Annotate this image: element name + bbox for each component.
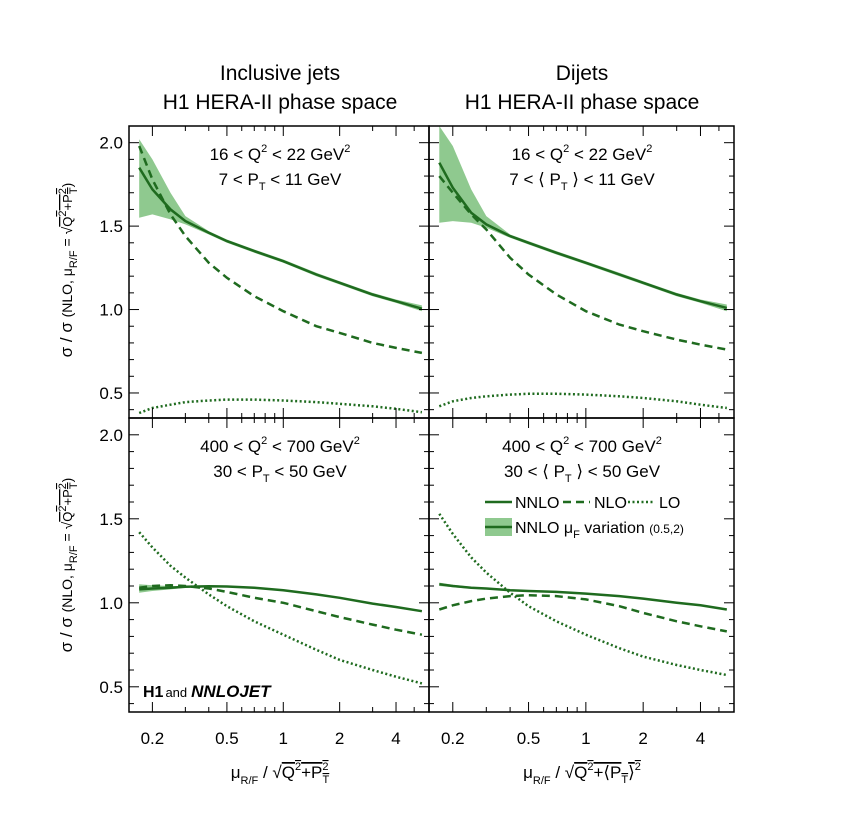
panel-bottom-right-plot — [438, 513, 728, 677]
lo-line-top-right — [438, 392, 727, 410]
nnlo-band-bottom-left — [139, 584, 422, 612]
annot-tl-1: 16 < Q2 < 22 GeV2 — [210, 143, 351, 164]
y-tick-label: 2.0 — [99, 134, 123, 153]
svg-text:σ / σ (NLO, μR/F = √Q2+P2T): σ / σ (NLO, μR/F = √Q2+P2T) — [57, 478, 80, 653]
x-axis-label-left: μR/F / √Q2+P2 T — [231, 761, 330, 787]
panel-top-left-plot — [138, 139, 423, 415]
lo-line-bottom-right — [438, 513, 728, 677]
logo-and: and — [165, 685, 187, 700]
logo-text: H1 and NNLOJET — [143, 682, 272, 701]
nnlo-line-top-right — [438, 162, 728, 310]
panel-bottom-left-plot — [138, 531, 423, 685]
nnlo-band-bottom-right — [439, 582, 727, 610]
nnlo-line-bottom-right — [439, 583, 727, 611]
x-tick-label: 0.5 — [517, 729, 541, 748]
y-tick-label: 1.0 — [99, 301, 123, 320]
y-tick-label: 0.5 — [99, 384, 123, 403]
legend: NNLO NLO LO NNLO μF variation (0.5,2) — [485, 495, 684, 541]
annot-bl-2: 30 < PT < 50 GeV — [213, 462, 347, 485]
col-title-left-line2: H1 HERA-II phase space — [163, 91, 398, 114]
x-axis-label-right: μR/F / √Q2+⟨PT⟩2 — [523, 761, 641, 787]
y-tick-label: 2.0 — [99, 426, 123, 445]
x-tick-label: 4 — [696, 729, 705, 748]
y-axis-label-bottom: σ / σ (NLO, μR/F = √Q2+P2T) — [57, 478, 80, 653]
annot-br-2: 30 < ⟨ PT ⟩ < 50 GeV — [504, 462, 661, 485]
y-tick-label: 1.5 — [99, 510, 123, 529]
svg-text:σ / σ (NLO, μR/F = √Q2+P2T): σ / σ (NLO, μR/F = √Q2+P2T) — [57, 183, 80, 358]
annot-tl-2: 7 < PT < 11 GeV — [219, 170, 342, 193]
annot-br-1: 400 < Q2 < 700 GeV2 — [502, 435, 662, 456]
annot-tr-1: 16 < Q2 < 22 GeV2 — [512, 143, 653, 164]
nnlo-line-bottom-left — [139, 585, 423, 613]
panel-frames: 0.5 1.0 1.5 2.0 0.5 1.0 1.5 2.0 0.2 0.5 1 2 4 0.2 0.5 1… — [99, 125, 735, 748]
x-tick-label: 4 — [391, 729, 400, 748]
nlo-line-bottom-right — [438, 593, 728, 633]
legend-band-range: (0.5,2) — [649, 522, 684, 536]
lo-line-top-left — [138, 398, 423, 415]
logo: H1 and NNLOJET — [143, 682, 272, 701]
col-title-right-line1: Dijets — [556, 62, 609, 85]
col-title-left-line1: Inclusive jets — [220, 62, 340, 85]
x-tick-label: 2 — [638, 729, 647, 748]
nlo-line-bottom-left — [139, 583, 423, 636]
y-tick-label: 0.5 — [99, 678, 123, 697]
legend-nlo-label: NLO — [594, 495, 627, 512]
y-tick-label: 1.5 — [99, 217, 123, 236]
col-title-right-line2: H1 HERA-II phase space — [465, 91, 700, 114]
nnlo-band-top-left — [139, 139, 422, 312]
logo-h1: H1 — [143, 684, 164, 701]
x-tick-label: 2 — [335, 729, 344, 748]
annot-bl-1: 400 < Q2 < 700 GeV2 — [200, 435, 360, 456]
legend-lo-label: LO — [659, 495, 680, 512]
annot-tr-2: 7 < ⟨ PT ⟩ < 11 GeV — [509, 170, 655, 193]
x-tick-label: 1 — [581, 729, 590, 748]
lo-line-bottom-left — [138, 531, 423, 685]
logo-nnlojet: NNLOJET — [191, 682, 272, 701]
x-tick-label: 1 — [279, 729, 288, 748]
legend-band-label: NNLO μF variation (0.5,2) — [515, 520, 684, 541]
nnlo-line-top-left — [138, 167, 423, 310]
y-tick-label: 1.0 — [99, 594, 123, 613]
x-tick-label: 0.2 — [441, 729, 465, 748]
legend-nnlo-label: NNLO — [515, 495, 559, 512]
panel-top-right-plot — [438, 126, 728, 410]
y-axis-label-top: σ / σ (NLO, μR/F = √Q2+P2T) — [57, 183, 80, 358]
x-tick-label: 0.2 — [141, 729, 165, 748]
x-tick-label: 0.5 — [215, 729, 239, 748]
frame-bottom-right — [428, 417, 735, 713]
